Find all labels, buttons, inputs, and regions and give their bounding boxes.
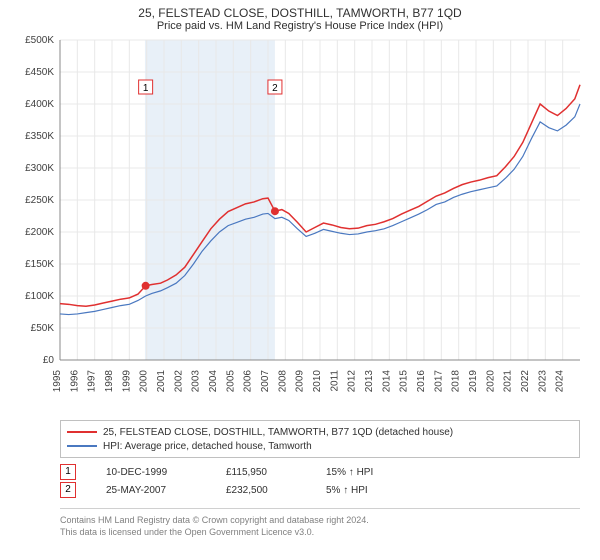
svg-text:£150K: £150K: [25, 259, 54, 270]
sales-table: 1 10-DEC-1999 £115,950 15% ↑ HPI 2 25-MA…: [60, 463, 580, 499]
chart-title: 25, FELSTEAD CLOSE, DOSTHILL, TAMWORTH, …: [0, 0, 600, 20]
sale-number: 2: [65, 484, 71, 495]
sale-date: 10-DEC-1999: [106, 467, 196, 478]
svg-text:1997: 1997: [87, 370, 98, 393]
legend-swatch: [67, 445, 97, 447]
svg-text:2015: 2015: [399, 370, 410, 393]
svg-text:2000: 2000: [139, 370, 150, 393]
sale-price: £115,950: [226, 467, 296, 478]
svg-text:£50K: £50K: [31, 323, 55, 334]
svg-text:£100K: £100K: [25, 291, 54, 302]
svg-text:2019: 2019: [468, 370, 479, 393]
sale-row: 2 25-MAY-2007 £232,500 5% ↑ HPI: [60, 481, 580, 499]
svg-text:1999: 1999: [121, 370, 132, 393]
svg-text:1: 1: [143, 83, 149, 94]
sale-delta: 5% ↑ HPI: [326, 485, 368, 496]
svg-text:2016: 2016: [416, 370, 427, 393]
svg-text:£350K: £350K: [25, 131, 54, 142]
svg-text:2001: 2001: [156, 370, 167, 393]
svg-text:2: 2: [272, 83, 278, 94]
svg-text:2004: 2004: [208, 370, 219, 393]
svg-text:2022: 2022: [520, 370, 531, 393]
svg-text:2002: 2002: [173, 370, 184, 393]
svg-text:2009: 2009: [295, 370, 306, 393]
svg-text:2023: 2023: [537, 370, 548, 393]
svg-text:£500K: £500K: [25, 35, 54, 46]
svg-text:2011: 2011: [329, 370, 340, 392]
sale-price: £232,500: [226, 485, 296, 496]
svg-text:2018: 2018: [451, 370, 462, 393]
legend-row: HPI: Average price, detached house, Tamw…: [67, 439, 573, 453]
sale-row: 1 10-DEC-1999 £115,950 15% ↑ HPI: [60, 463, 580, 481]
svg-text:2006: 2006: [243, 370, 254, 393]
chart-svg: £0 £50K £100K £150K £200K £250K £300K £350K £400…: [15, 35, 585, 400]
chart-subtitle: Price paid vs. HM Land Registry's House …: [0, 20, 600, 32]
svg-text:2017: 2017: [433, 370, 444, 393]
svg-text:2012: 2012: [347, 370, 358, 393]
svg-text:2005: 2005: [225, 370, 236, 393]
svg-text:£450K: £450K: [25, 67, 54, 78]
svg-text:1998: 1998: [104, 370, 115, 393]
svg-text:2008: 2008: [277, 370, 288, 393]
plot-area: £0£50K£100K£150K£200K£250K£300K£350K£400…: [60, 40, 580, 400]
sale-date: 25-MAY-2007: [106, 485, 196, 496]
sale-delta: 15% ↑ HPI: [326, 467, 373, 478]
svg-text:2021: 2021: [503, 370, 514, 393]
legend-label: 25, FELSTEAD CLOSE, DOSTHILL, TAMWORTH, …: [103, 427, 453, 438]
svg-text:£250K: £250K: [25, 195, 54, 206]
footer: Contains HM Land Registry data © Crown c…: [60, 508, 580, 538]
svg-text:£200K: £200K: [25, 227, 54, 238]
svg-text:2010: 2010: [312, 370, 323, 393]
footer-line: Contains HM Land Registry data © Crown c…: [60, 515, 580, 527]
svg-text:2003: 2003: [191, 370, 202, 393]
svg-text:2007: 2007: [260, 370, 271, 393]
sale-marker-icon: 1: [60, 464, 76, 480]
legend-label: HPI: Average price, detached house, Tamw…: [103, 441, 312, 452]
svg-text:2024: 2024: [555, 370, 566, 393]
svg-text:2020: 2020: [485, 370, 496, 393]
legend-swatch: [67, 431, 97, 433]
legend: 25, FELSTEAD CLOSE, DOSTHILL, TAMWORTH, …: [60, 420, 580, 458]
svg-text:£400K: £400K: [25, 99, 54, 110]
footer-line: This data is licensed under the Open Gov…: [60, 527, 580, 539]
sale-number: 1: [65, 466, 71, 477]
sale-marker-icon: 2: [60, 482, 76, 498]
svg-text:2013: 2013: [364, 370, 375, 393]
svg-text:£0: £0: [43, 355, 55, 366]
svg-text:1995: 1995: [52, 370, 63, 393]
svg-text:1996: 1996: [69, 370, 80, 393]
svg-text:£300K: £300K: [25, 163, 54, 174]
legend-row: 25, FELSTEAD CLOSE, DOSTHILL, TAMWORTH, …: [67, 425, 573, 439]
chart-container: 25, FELSTEAD CLOSE, DOSTHILL, TAMWORTH, …: [0, 0, 600, 560]
svg-text:2014: 2014: [381, 370, 392, 393]
